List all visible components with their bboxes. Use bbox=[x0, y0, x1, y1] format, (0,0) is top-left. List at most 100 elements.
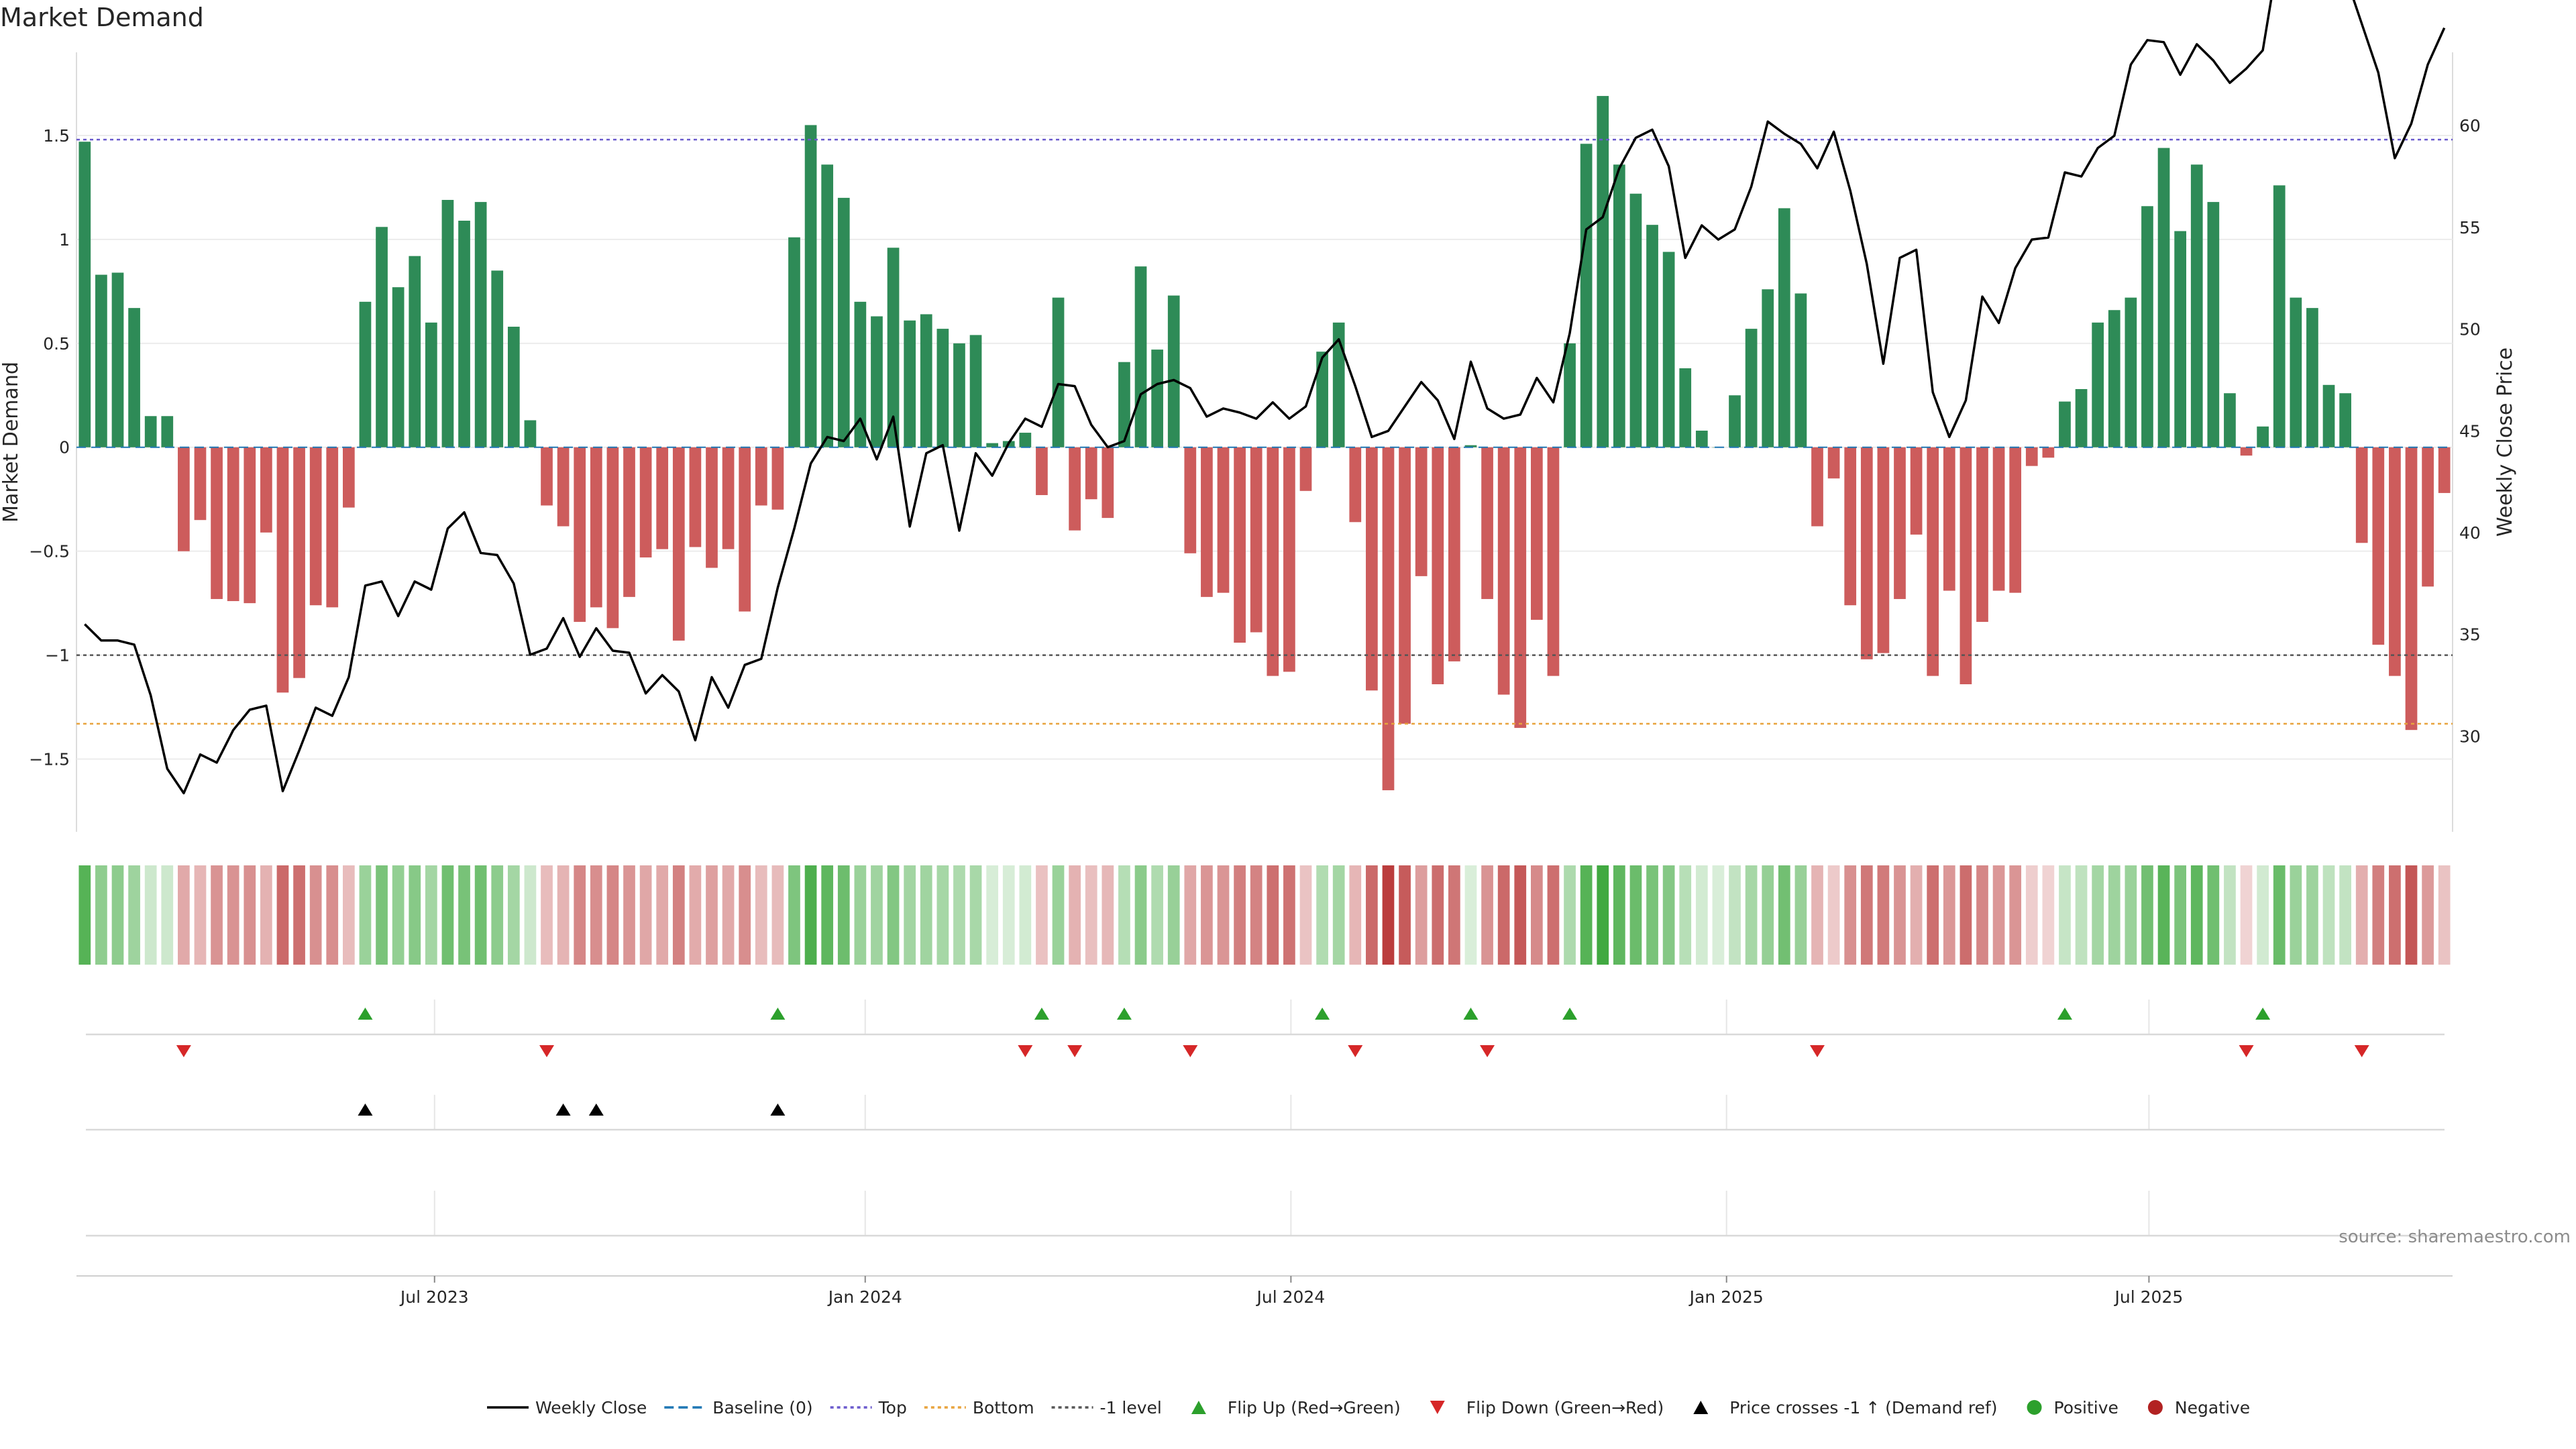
heat-cell bbox=[2009, 865, 2022, 965]
date-tick-label: Jan 2025 bbox=[1688, 1287, 1764, 1307]
heat-cell bbox=[276, 865, 289, 965]
heat-cell bbox=[1217, 865, 1230, 965]
y2-tick-label: 30 bbox=[2459, 727, 2481, 746]
legend-item: Top bbox=[830, 1398, 907, 1417]
date-tick-label: Jul 2023 bbox=[399, 1287, 469, 1307]
flip-up-marker bbox=[1463, 1008, 1479, 1020]
price-cross-marker bbox=[770, 1104, 786, 1116]
heat-cell bbox=[2355, 865, 2368, 965]
demand-bar bbox=[474, 202, 487, 447]
heat-cell bbox=[2405, 865, 2418, 965]
demand-bar bbox=[507, 327, 520, 447]
demand-bar bbox=[1415, 447, 1428, 576]
demand-bar bbox=[672, 447, 685, 641]
demand-bar bbox=[1134, 266, 1147, 447]
flip-up-marker bbox=[2255, 1008, 2271, 1020]
demand-bar bbox=[1497, 447, 1510, 695]
demand-bar bbox=[95, 274, 107, 447]
demand-bar bbox=[1927, 447, 1939, 676]
demand-bar bbox=[1580, 144, 1593, 447]
heat-cell bbox=[1102, 865, 1114, 965]
demand-bar bbox=[590, 447, 602, 608]
heat-cell bbox=[1349, 865, 1362, 965]
demand-bar bbox=[260, 447, 272, 533]
demand-bar bbox=[804, 125, 817, 447]
heat-cell bbox=[1794, 865, 1807, 965]
heat-cell bbox=[1151, 865, 1163, 965]
demand-bar bbox=[854, 301, 867, 447]
heat-cell bbox=[969, 865, 982, 965]
price-cross-marker bbox=[555, 1104, 571, 1116]
demand-bar bbox=[689, 447, 702, 547]
demand-bar bbox=[936, 329, 949, 447]
heat-cell bbox=[788, 865, 800, 965]
demand-bar bbox=[392, 287, 405, 447]
heat-cell bbox=[1778, 865, 1790, 965]
demand-bar bbox=[574, 447, 586, 623]
demand-bar bbox=[111, 272, 124, 447]
heat-cell bbox=[128, 865, 140, 965]
demand-bar bbox=[953, 343, 965, 447]
heat-cell bbox=[392, 865, 405, 965]
demand-bar bbox=[1762, 289, 1774, 447]
demand-bar bbox=[227, 447, 239, 602]
demand-bar bbox=[2322, 384, 2335, 447]
demand-bar bbox=[2092, 322, 2104, 447]
heat-cell bbox=[458, 865, 470, 965]
demand-bar bbox=[161, 416, 174, 447]
date-tick-label: Jan 2024 bbox=[827, 1287, 902, 1307]
demand-bar bbox=[1547, 447, 1560, 676]
heat-cell bbox=[854, 865, 867, 965]
heat-cell bbox=[474, 865, 487, 965]
demand-bar bbox=[871, 316, 883, 447]
heat-cell bbox=[2372, 865, 2385, 965]
heat-cell bbox=[837, 865, 850, 965]
heat-cell bbox=[1432, 865, 1444, 965]
heat-cell bbox=[507, 865, 520, 965]
demand-bar bbox=[887, 248, 900, 447]
heat-cell bbox=[2207, 865, 2220, 965]
heat-cell bbox=[590, 865, 602, 965]
flip-down-marker bbox=[1348, 1045, 1363, 1057]
heat-cell bbox=[936, 865, 949, 965]
demand-bar bbox=[2257, 426, 2269, 447]
demand-bar bbox=[1118, 362, 1130, 447]
heat-cell bbox=[2339, 865, 2351, 965]
demand-bar bbox=[409, 256, 421, 447]
demand-bar bbox=[541, 447, 553, 506]
heat-cell bbox=[161, 865, 174, 965]
demand-bar bbox=[1877, 447, 1890, 653]
flip-up-marker bbox=[1116, 1008, 1132, 1020]
date-tick-label: Jul 2024 bbox=[1255, 1287, 1325, 1307]
heat-cell bbox=[871, 865, 883, 965]
legend-label: Top bbox=[878, 1398, 907, 1417]
heat-cell bbox=[755, 865, 767, 965]
legend-label: Baseline (0) bbox=[712, 1398, 812, 1417]
heat-cell bbox=[1234, 865, 1246, 965]
flip-down-marker bbox=[539, 1045, 555, 1057]
heat-cell bbox=[2092, 865, 2104, 965]
heat-cell bbox=[541, 865, 553, 965]
heat-cell bbox=[1877, 865, 1890, 965]
legend-item: Flip Down (Green→Red) bbox=[1430, 1398, 1664, 1417]
heat-cell bbox=[1299, 865, 1312, 965]
heat-cell bbox=[244, 865, 256, 965]
heat-cell bbox=[1943, 865, 1955, 965]
demand-bar bbox=[2422, 447, 2434, 587]
heat-cell bbox=[359, 865, 372, 965]
heat-cell bbox=[1827, 865, 1840, 965]
legend-swatch bbox=[1191, 1401, 1206, 1414]
demand-bar bbox=[969, 335, 982, 447]
legend-item: Negative bbox=[2147, 1398, 2250, 1417]
heat-cell bbox=[1613, 865, 1625, 965]
heat-cell bbox=[804, 865, 817, 965]
legend-label: Positive bbox=[2054, 1398, 2118, 1417]
demand-bar bbox=[1399, 447, 1411, 724]
flip-up-marker bbox=[1562, 1008, 1578, 1020]
demand-bar bbox=[639, 447, 652, 557]
demand-bar bbox=[1250, 447, 1263, 633]
demand-bar bbox=[1729, 395, 1741, 447]
demand-bar bbox=[2009, 447, 2022, 593]
heat-cell bbox=[2322, 865, 2335, 965]
demand-bar bbox=[1811, 447, 1823, 527]
